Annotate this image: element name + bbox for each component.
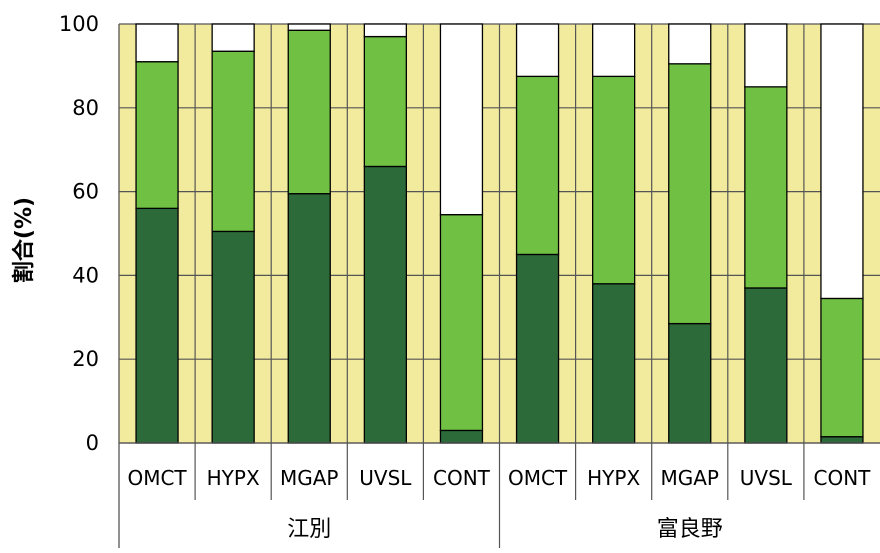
bar-segment-uvsl-series-2 [363, 35, 408, 168]
bar-segment-hypx-series-2 [592, 75, 636, 285]
x-category-label: UVSL [740, 466, 793, 490]
bar-segment-cont-series-1 [439, 429, 484, 444]
bar-segment-uvsl-series-1 [363, 165, 408, 444]
bar-segment-mgap-series-3 [287, 23, 331, 31]
bar-segment-uvsl-series-1 [744, 287, 788, 444]
axes [118, 24, 880, 548]
bar-segment-omct-series-2 [515, 75, 560, 256]
x-category-label: MGAP [661, 466, 720, 490]
bars [135, 23, 864, 444]
x-group-label: 富良野 [657, 517, 723, 542]
bar-segment-hypx-series-3 [211, 23, 255, 52]
bar-segment-cont-series-3 [820, 23, 864, 300]
bar-segment-cont-series-1 [820, 436, 864, 444]
bar-segment-hypx-series-3 [592, 23, 636, 78]
x-category-label: OMCT [127, 466, 187, 490]
bar-segment-hypx-series-1 [592, 283, 636, 444]
x-category-label: HYPX [207, 466, 260, 490]
y-tick-label: 60 [72, 180, 99, 204]
bar-segment-mgap-series-1 [287, 193, 331, 444]
bar-segment-uvsl-series-2 [744, 86, 788, 289]
bar-segment-hypx-series-1 [211, 230, 255, 444]
y-tick-label: 80 [72, 96, 99, 120]
y-tick-label: 40 [72, 263, 99, 287]
bar-segment-mgap-series-2 [668, 63, 712, 325]
y-tick-label: 20 [72, 347, 99, 371]
bar-segment-mgap-series-2 [287, 29, 331, 195]
x-category-label: CONT [433, 466, 491, 490]
bar-segment-uvsl-series-3 [363, 23, 408, 38]
bar-segment-cont-series-2 [820, 297, 864, 438]
bar-segment-omct-series-3 [135, 23, 179, 63]
bar-segment-omct-series-1 [515, 253, 560, 444]
bar-segment-mgap-series-3 [668, 23, 712, 65]
x-group-label: 江別 [287, 517, 331, 542]
x-category-label: UVSL [359, 466, 412, 490]
labels: 0 20 40 60 80 100 OMCT HYPX MGAP UVSL CONT OMCT HYPX… [59, 12, 871, 542]
bar-segment-cont-series-3 [439, 23, 484, 216]
x-category-label: HYPX [587, 466, 640, 490]
bar-segment-omct-series-1 [135, 207, 179, 444]
y-axis-title: 割合(%) [11, 197, 37, 283]
bar-segment-cont-series-2 [439, 213, 484, 432]
x-category-label: OMCT [508, 466, 568, 490]
bar-segment-omct-series-3 [515, 23, 560, 78]
bar-segment-mgap-series-1 [668, 322, 712, 444]
y-tick-label: 0 [86, 431, 99, 455]
x-category-label: MGAP [280, 466, 339, 490]
bar-segment-omct-series-2 [135, 61, 179, 210]
bar-segment-hypx-series-2 [211, 50, 255, 233]
x-category-label: CONT [814, 466, 872, 490]
bar-segment-uvsl-series-3 [744, 23, 788, 88]
y-tick-label: 100 [59, 12, 99, 36]
